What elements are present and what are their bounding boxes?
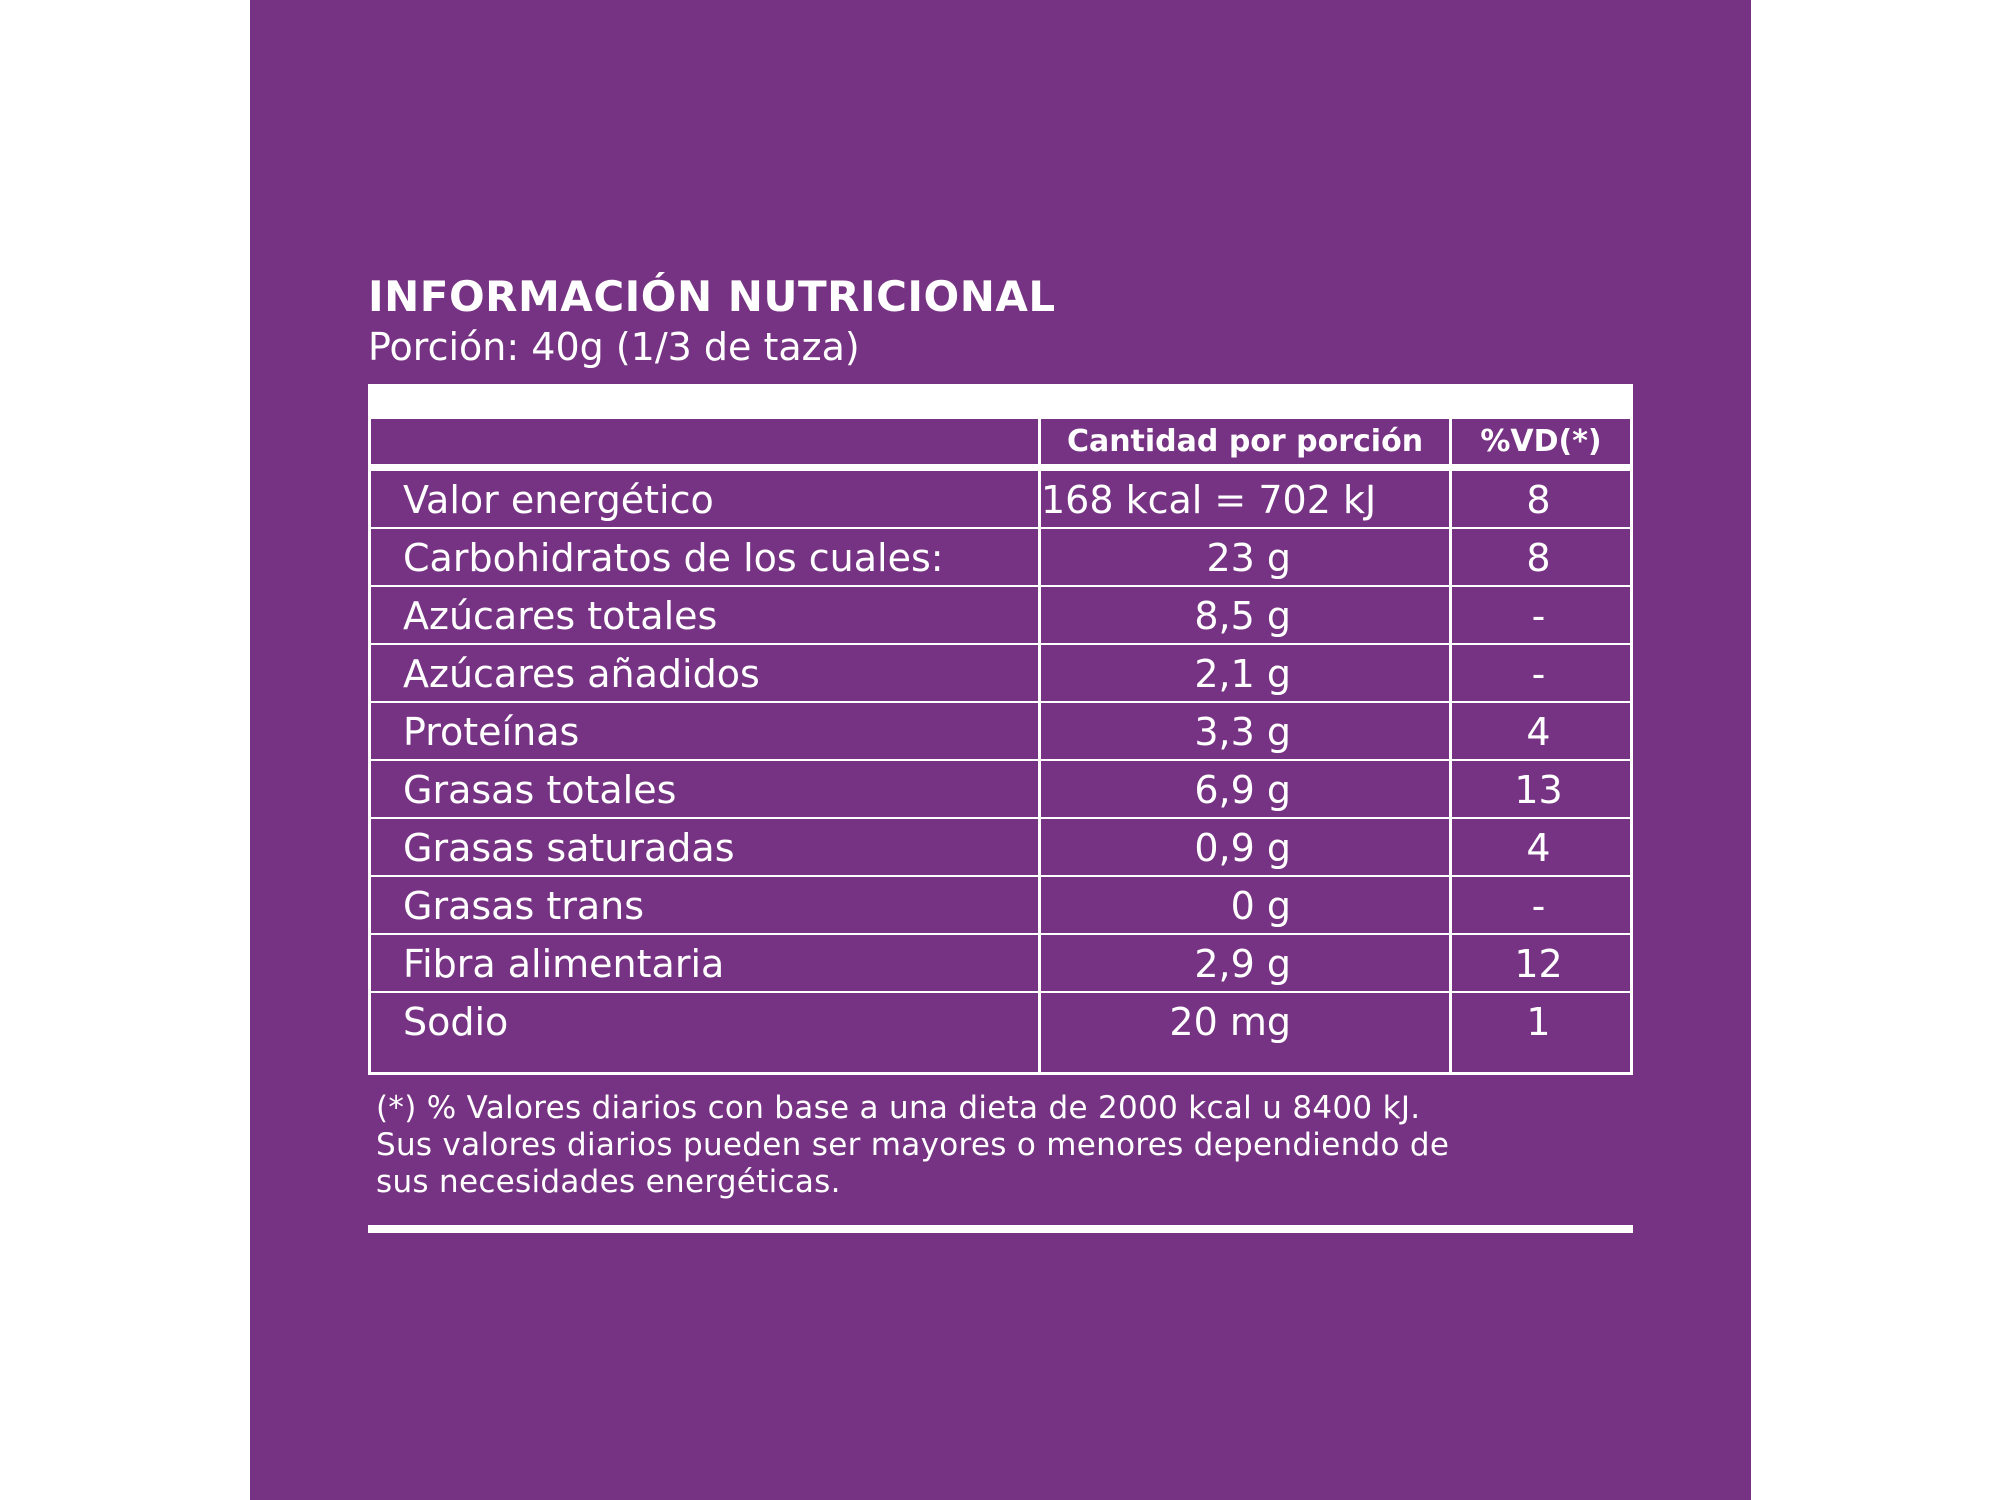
table-row: Fibra alimentaria 2,9 g 12 [371, 935, 1630, 993]
nutrient-daily-value: 8 [1526, 478, 1551, 522]
nutrition-panel: INFORMACIÓN NUTRICIONAL Porción: 40g (1/… [250, 0, 1751, 1500]
nutrient-amount: 20 mg [1169, 1000, 1291, 1044]
bottom-bar [368, 1225, 1633, 1233]
column-divider [1449, 419, 1452, 1072]
header-nutrient [371, 419, 1038, 464]
nutrient-daily-value: 4 [1526, 826, 1551, 870]
nutrient-amount: 3,3 g [1194, 710, 1291, 754]
table-row: Azúcares añadidos 2,1 g - [371, 645, 1630, 703]
nutrient-daily-value: 13 [1514, 768, 1563, 812]
nutrient-name: Azúcares totales [403, 594, 718, 638]
nutrient-amount: 0,9 g [1194, 826, 1291, 870]
nutrient-name: Grasas trans [403, 884, 645, 928]
nutrient-amount: 6,9 g [1194, 768, 1291, 812]
table-row: Proteínas 3,3 g 4 [371, 703, 1630, 761]
nutrient-name: Grasas saturadas [403, 826, 735, 870]
footnote-line: Sus valores diarios pueden ser mayores o… [376, 1127, 1450, 1163]
label-title: INFORMACIÓN NUTRICIONAL [368, 272, 1056, 321]
footnote-line: sus necesidades energéticas. [376, 1164, 841, 1200]
nutrient-amount: 23 g [1206, 536, 1291, 580]
nutrient-name: Valor energético [403, 478, 714, 522]
nutrient-daily-value: - [1531, 652, 1546, 696]
footnote-line: (*) % Valores diarios con base a una die… [376, 1090, 1421, 1126]
nutrient-daily-value: 12 [1514, 942, 1563, 986]
nutrient-daily-value: 8 [1526, 536, 1551, 580]
nutrient-daily-value: 1 [1526, 1000, 1551, 1044]
table-row: Sodio 20 mg 1 [371, 993, 1630, 1051]
nutrient-name: Sodio [403, 1000, 509, 1044]
header-amount: Cantidad por porción [1066, 424, 1424, 459]
nutrient-name: Proteínas [403, 710, 580, 754]
nutrient-name: Azúcares añadidos [403, 652, 760, 696]
nutrient-amount: 0 g [1230, 884, 1291, 928]
nutrient-amount: 168 kcal = 702 kJ [1041, 478, 1377, 522]
table-row: Carbohidratos de los cuales: 23 g 8 [371, 529, 1630, 587]
table-header: Cantidad por porción %VD(*) [371, 419, 1630, 471]
table-row: Valor energético 168 kcal = 702 kJ 8 [371, 471, 1630, 529]
table-row: Grasas trans 0 g - [371, 877, 1630, 935]
table-row: Grasas saturadas 0,9 g 4 [371, 819, 1630, 877]
nutrient-amount: 8,5 g [1194, 594, 1291, 638]
table-row: Azúcares totales 8,5 g - [371, 587, 1630, 645]
nutrient-name: Grasas totales [403, 768, 677, 812]
column-divider [1038, 419, 1041, 1072]
nutrient-name: Carbohidratos de los cuales: [403, 536, 944, 580]
portion-size: Porción: 40g (1/3 de taza) [368, 325, 860, 369]
nutrient-daily-value: - [1531, 884, 1546, 928]
header-daily-value: %VD(*) [1480, 424, 1602, 459]
footnote: (*) % Valores diarios con base a una die… [376, 1090, 1449, 1201]
nutrient-name: Fibra alimentaria [403, 942, 725, 986]
nutrient-daily-value: 4 [1526, 710, 1551, 754]
table-row: Grasas totales 6,9 g 13 [371, 761, 1630, 819]
nutrient-daily-value: - [1531, 594, 1546, 638]
table-top-bar [368, 384, 1633, 419]
nutrient-amount: 2,9 g [1194, 942, 1291, 986]
nutrition-table: Cantidad por porción %VD(*) Valor energé… [368, 419, 1633, 1075]
nutrient-amount: 2,1 g [1194, 652, 1291, 696]
